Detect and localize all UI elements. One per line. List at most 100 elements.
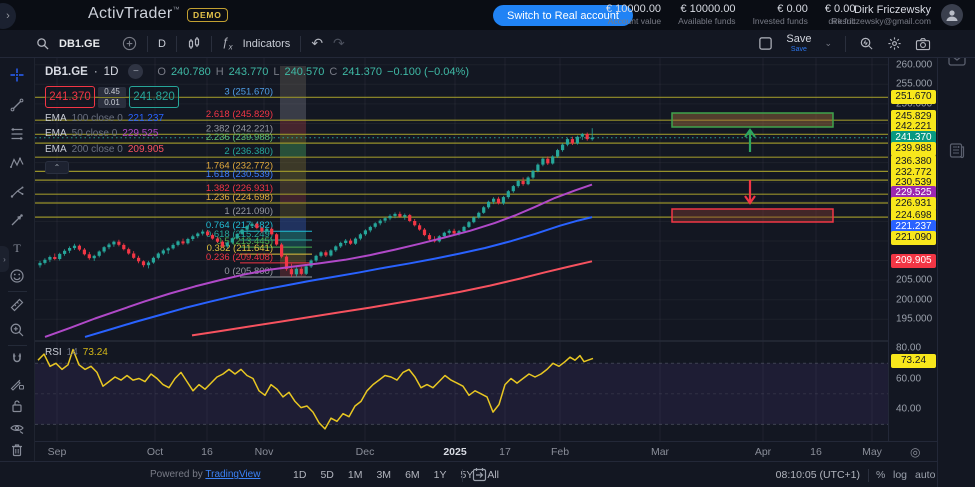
time-axis-label: Feb — [550, 446, 570, 458]
price-axis-label: 200.000 — [896, 294, 933, 306]
fib-retracement-tool-icon — [11, 128, 23, 140]
tradingview-link[interactable]: TradingView — [205, 469, 261, 480]
collapse-topleft-icon[interactable]: › — [0, 3, 16, 29]
ema-legend-row[interactable]: EMA 200 close 0 209.905 — [45, 144, 469, 155]
log-scale-button[interactable]: log — [893, 469, 908, 481]
ohlc-values: O 240.780 H 243.770 L 240.570 C 241.370 −0.1… — [157, 66, 469, 78]
drawing-mode-tool[interactable] — [5, 371, 29, 395]
quick-search-icon[interactable] — [859, 36, 874, 51]
save-button[interactable]: Save Save — [786, 34, 811, 54]
chart-area[interactable]: 3 (251.670) 2.618 (245.829) 2.382 (242.221… — [35, 58, 888, 441]
emoji-tool-icon — [10, 269, 24, 283]
trademark: ™ — [172, 6, 180, 14]
brush-tool[interactable] — [5, 208, 29, 232]
chevron-down-icon[interactable]: ⌄ — [824, 38, 832, 48]
account-stat: € 10000.00 Account value — [606, 3, 661, 26]
redo-icon[interactable]: ↷ — [333, 35, 345, 51]
buy-button[interactable]: 241.820 — [129, 86, 179, 108]
avatar[interactable] — [941, 4, 963, 26]
svg-text:0 (205.800): 0 (205.800) — [224, 266, 273, 277]
range-button-6m[interactable]: 6M — [405, 469, 420, 481]
price-axis-label: 80.00 — [896, 342, 922, 354]
trend-line-tool[interactable] — [5, 93, 29, 117]
svg-text:T: T — [13, 241, 21, 255]
range-button-1d[interactable]: 1D — [293, 469, 307, 481]
sell-button[interactable]: 241.370 — [45, 86, 95, 108]
symbol-search-button[interactable]: DB1.GE — [59, 37, 100, 50]
rsi-value: 73.24 — [82, 347, 108, 358]
ruler-tool[interactable] — [5, 293, 29, 317]
range-button-3m[interactable]: 3M — [376, 469, 392, 481]
ema-legend-row[interactable]: EMA 50 close 0 229.525 — [45, 128, 469, 139]
price-axis[interactable]: 260.000 255.000 250.000 205.000 200.000 195.0… — [888, 58, 937, 441]
undo-icon[interactable]: ↶ — [311, 35, 324, 51]
down-arrow[interactable] — [744, 180, 756, 205]
text-tool[interactable]: T — [5, 236, 29, 260]
demo-badge: DEMO — [187, 8, 228, 22]
svg-text:1.618 (230.539): 1.618 (230.539) — [206, 169, 273, 180]
range-button-1m[interactable]: 1M — [347, 469, 363, 481]
layout-icon[interactable] — [758, 36, 773, 51]
account-stat: € 0.00 Result — [825, 3, 856, 26]
price-chart-canvas[interactable]: 3 (251.670) 2.618 (245.829) 2.382 (242.221… — [35, 58, 888, 441]
watchlist-expand-handle[interactable]: › — [0, 246, 9, 272]
forecast-tool[interactable] — [5, 180, 29, 204]
top-bar: › ActivTrader™ DEMO Switch to Real accou… — [0, 0, 975, 30]
price-axis-label: 195.000 — [896, 313, 933, 325]
lock-drawings-tool-icon — [12, 400, 22, 413]
price-axis-badge: 239.988 — [891, 142, 936, 156]
rsi-line[interactable] — [37, 348, 594, 430]
hide-drawings-tool[interactable] — [5, 416, 29, 440]
range-button-5d[interactable]: 5D — [320, 469, 334, 481]
high-key: H — [215, 65, 224, 78]
go-to-date-icon[interactable] — [472, 467, 488, 482]
fib-extension-lines[interactable]: 3 (251.670) 2.618 (245.829) 2.382 (242.221… — [35, 86, 888, 278]
settings-gear-icon[interactable] — [887, 36, 902, 51]
up-arrow[interactable] — [744, 128, 756, 152]
ema-200-line[interactable] — [191, 260, 593, 337]
zoom-in-tool[interactable] — [5, 318, 29, 342]
search-icon[interactable] — [36, 37, 49, 50]
legend-symbol[interactable]: DB1.GE — [45, 65, 88, 78]
camera-icon[interactable] — [915, 37, 931, 51]
stat-value: € 0.00 — [824, 3, 856, 15]
tradingview-attribution: Powered by TradingView — [150, 469, 260, 480]
price-axis-badge: 221.090 — [891, 230, 936, 245]
magnet-tool[interactable] — [5, 347, 29, 371]
ema-100-line[interactable] — [84, 216, 593, 338]
range-button-all[interactable]: All — [487, 469, 500, 481]
legend-collapse-icon[interactable]: − — [128, 64, 144, 79]
xabcd-pattern-tool[interactable] — [5, 151, 29, 175]
separator — [8, 345, 27, 346]
switch-to-real-account-button[interactable]: Switch to Real account — [493, 5, 633, 26]
indicators-button[interactable]: Indicators — [242, 37, 291, 50]
news-icon[interactable] — [948, 142, 965, 159]
rsi-period: 14 — [66, 347, 78, 358]
legend-separator: · — [93, 65, 98, 78]
range-button-5y[interactable]: 5Y — [460, 469, 474, 481]
crosshair-tool[interactable] — [5, 63, 29, 87]
ema-50-line[interactable] — [44, 183, 593, 338]
clock[interactable]: 08:10:05 (UTC+1) — [775, 469, 860, 481]
range-button-1y[interactable]: 1Y — [433, 469, 447, 481]
chart-style-icon[interactable] — [187, 36, 201, 51]
user-info[interactable]: Dirk Friczewsky dirk.friczewsky@gmail.co… — [828, 4, 931, 26]
support-zone-rect[interactable] — [671, 208, 834, 223]
emoji-tool[interactable] — [5, 264, 29, 288]
lock-drawings-tool[interactable] — [5, 394, 29, 418]
crosshair-tool-icon — [10, 68, 24, 82]
ema-legend-row[interactable]: EMA 100 close 0 221.237 — [45, 113, 469, 124]
percent-scale-button[interactable]: % — [876, 469, 886, 481]
legend-collapse-button[interactable]: ⌃ — [45, 160, 69, 174]
fib-retracement-tool[interactable] — [5, 122, 29, 146]
svg-text:0.5 (213.445): 0.5 (213.445) — [216, 236, 273, 247]
scroll-to-realtime-icon[interactable]: ◎ — [910, 445, 921, 459]
interval-button[interactable]: D — [157, 37, 166, 50]
time-axis-label: May — [862, 446, 882, 458]
resistance-zone-rect[interactable] — [671, 112, 834, 128]
remove-drawings-tool[interactable] — [5, 438, 29, 462]
time-axis[interactable]: ◎ Sep Oct 16 Nov Dec 2025 17 Feb Mar Apr 16 May — [0, 441, 937, 461]
auto-scale-button[interactable]: auto — [915, 469, 936, 481]
add-symbol-icon[interactable] — [122, 36, 137, 51]
